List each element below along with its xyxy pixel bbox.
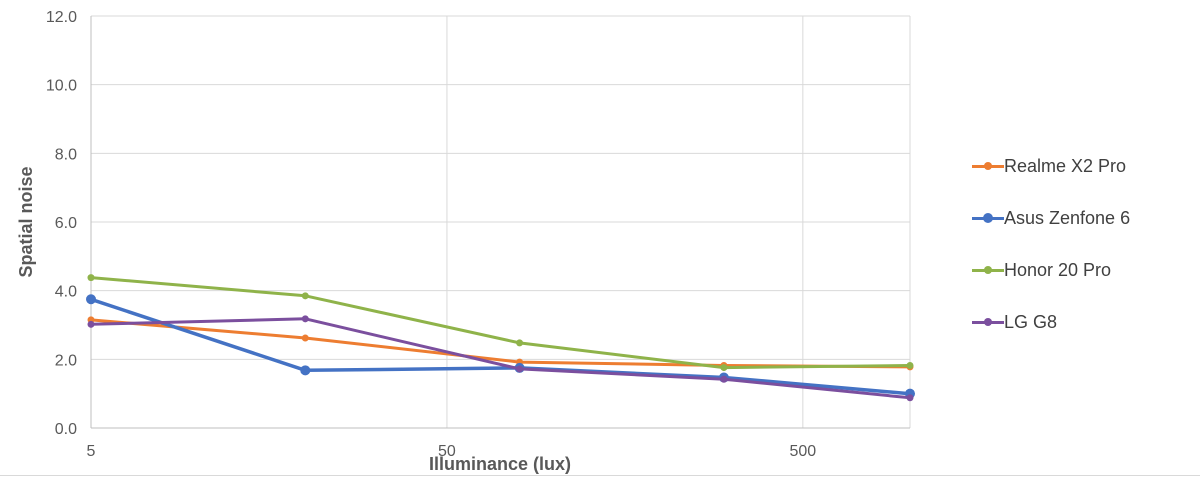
- y-tick-label: 2.0: [55, 352, 77, 369]
- data-point: [720, 364, 728, 372]
- y-axis-ticks: 0.0 2.0 4.0 6.0 8.0 10.0 12.0: [46, 9, 77, 438]
- series-lines: [86, 274, 915, 402]
- legend-swatch: [972, 315, 1004, 329]
- data-point: [301, 315, 309, 323]
- legend-label: Asus Zenfone 6: [1004, 207, 1131, 228]
- data-point: [300, 365, 311, 376]
- series-realme-x2-pro: [87, 316, 914, 371]
- legend-item-realme-x2-pro: Realme X2 Pro: [972, 140, 1192, 192]
- data-point: [906, 362, 914, 370]
- legend-item-lg-g8: LG G8: [972, 296, 1192, 348]
- series-lg-g8: [87, 315, 914, 402]
- legend-label: LG G8: [1004, 311, 1058, 332]
- data-point: [86, 294, 96, 305]
- data-point: [301, 334, 309, 342]
- x-tick-label: 500: [790, 443, 817, 460]
- series-asus-zenfone-6: [86, 294, 915, 399]
- legend: Realme X2 Pro Asus Zenfone 6 Honor 20 Pro L…: [972, 140, 1192, 348]
- legend-swatch: [972, 159, 1004, 173]
- data-point: [906, 394, 914, 402]
- legend-label: Realme X2 Pro: [1004, 155, 1127, 176]
- data-point: [301, 292, 309, 300]
- y-tick-label: 6.0: [55, 215, 77, 232]
- x-tick-label: 50: [438, 443, 456, 460]
- data-point: [87, 274, 95, 282]
- data-point: [516, 365, 524, 373]
- x-axis-ticks: 5 50 500: [87, 443, 817, 460]
- legend-swatch: [972, 211, 1004, 225]
- series-honor-20-pro: [87, 274, 914, 372]
- series-line: [89, 297, 912, 396]
- y-tick-label: 12.0: [46, 9, 77, 26]
- legend-swatch: [972, 263, 1004, 277]
- x-axis-title: Illuminance (lux): [429, 454, 571, 474]
- x-tick-label: 5: [87, 443, 96, 460]
- y-tick-label: 10.0: [46, 78, 77, 95]
- y-tick-label: 8.0: [55, 146, 77, 163]
- data-point: [87, 320, 95, 328]
- y-tick-label: 4.0: [55, 284, 77, 301]
- legend-label: Honor 20 Pro: [1004, 259, 1112, 280]
- data-point: [516, 339, 524, 347]
- legend-item-honor-20-pro: Honor 20 Pro: [972, 244, 1192, 296]
- series-line: [89, 318, 912, 369]
- y-axis-title: Spatial noise: [16, 166, 36, 277]
- data-point: [720, 375, 728, 383]
- legend-item-asus-zenfone-6: Asus Zenfone 6: [972, 192, 1192, 244]
- bottom-divider: [0, 475, 1200, 476]
- y-tick-label: 0.0: [55, 421, 77, 438]
